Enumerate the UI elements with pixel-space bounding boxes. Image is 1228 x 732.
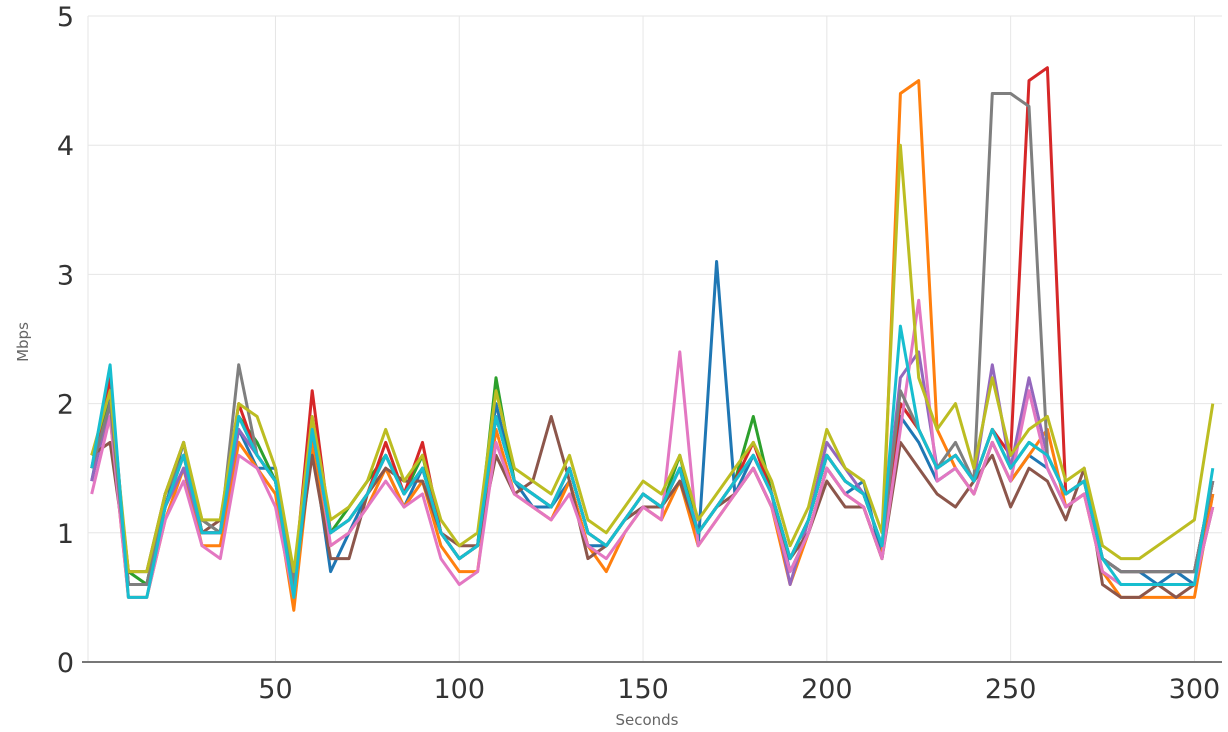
gridlines: [87, 15, 1222, 662]
series-line-9: [90, 143, 1215, 574]
x-tick-label: 250: [985, 674, 1037, 705]
x-tick-label: 300: [1169, 674, 1221, 705]
y-tick-label: 5: [57, 2, 74, 33]
series-lines: [90, 66, 1215, 612]
x-tick-label: 150: [617, 674, 669, 705]
x-tick-label: 200: [801, 674, 853, 705]
y-tick-label: 2: [57, 390, 74, 421]
x-axis-label: Seconds: [615, 711, 678, 729]
y-tick-label: 0: [57, 648, 74, 679]
x-tick-label: 100: [433, 674, 485, 705]
y-tick-label: 1: [57, 519, 74, 550]
axes: 0 1 2 3 4 5 50 100 150 200 250 300: [57, 2, 1222, 705]
series-line-7: [90, 298, 1215, 599]
x-tick-label: 50: [258, 674, 292, 705]
y-tick-label: 4: [57, 131, 74, 162]
series-line-8: [90, 92, 1215, 586]
series-line-10: [90, 324, 1215, 599]
series-line-2: [90, 79, 1215, 612]
y-axis-label: Mbps: [14, 322, 32, 362]
y-tick-label: 3: [57, 260, 74, 291]
